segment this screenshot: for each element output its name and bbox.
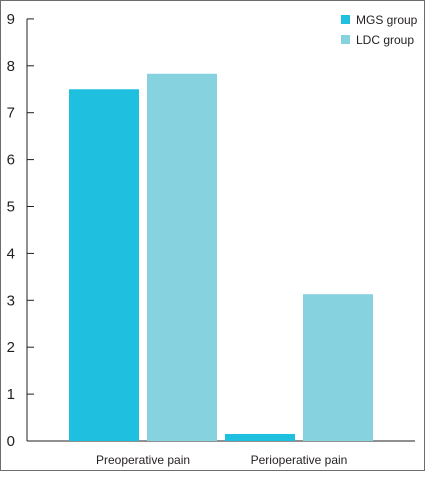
y-tick-label: 9 (7, 11, 15, 28)
bar-mgs-perioperative (225, 433, 295, 441)
legend-label: MGS group (356, 13, 418, 27)
bar-mgs-preoperative (69, 89, 139, 441)
y-tick-label: 7 (7, 105, 15, 122)
bars (69, 73, 373, 441)
y-axis: 0 1 2 3 4 5 6 7 8 9 (7, 11, 34, 450)
y-tick-label: 3 (7, 292, 15, 309)
legend-swatch (341, 35, 350, 44)
legend-label: LDC group (356, 33, 414, 47)
x-category-labels: Preoperative pain Perioperative pain (96, 453, 347, 467)
y-tick-label: 2 (7, 339, 15, 356)
y-tick-label: 5 (7, 199, 15, 216)
y-tick-label: 1 (7, 386, 15, 403)
y-tick-label: 0 (7, 433, 15, 450)
bar-ldc-perioperative (303, 294, 373, 441)
legend: MGS group LDC group (341, 13, 418, 47)
y-tick-label: 8 (7, 58, 15, 75)
y-tick-label: 6 (7, 152, 15, 169)
bar-ldc-preoperative (147, 73, 217, 441)
x-category-label: Preoperative pain (96, 453, 190, 467)
legend-swatch (341, 15, 350, 24)
y-tick-label: 4 (7, 245, 15, 262)
x-category-label: Perioperative pain (251, 453, 348, 467)
